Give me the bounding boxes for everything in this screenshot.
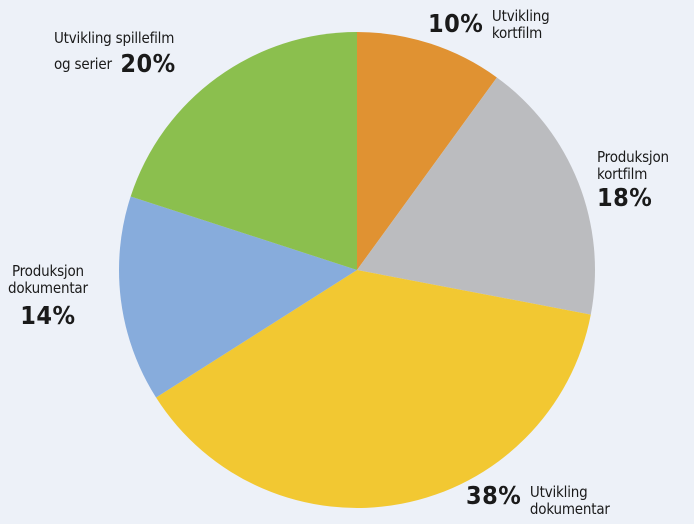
slice-label-line: Utvikling (529, 483, 588, 501)
slice-label-line: kortfilm (597, 165, 648, 184)
slice-value-label: 38% (466, 481, 522, 510)
slice-label-line: og serier (54, 55, 112, 74)
slice-label-line: Produksjon (597, 148, 669, 166)
slice-label-utvikling-dokumentar: 38% Utvikling dokumentar (466, 481, 610, 519)
slice-label-line: Produksjon (11, 262, 84, 280)
slice-label-line: dokumentar (8, 279, 88, 298)
slice-value-label: 10% (428, 9, 484, 38)
pie-slice-1 (357, 77, 595, 315)
pie-slice-3 (118, 196, 357, 398)
slice-value-label: 14% (20, 300, 76, 330)
slice-label-line: Utvikling (491, 7, 550, 25)
slice-label-produksjon-dokumentar: Produksjon dokumentar 14% (8, 262, 88, 330)
slice-label-line: Utvikling spillefilm (54, 29, 175, 47)
slice-label-utvikling-spillefilm: Utvikling spillefilm og serier 20% (54, 29, 176, 79)
slice-label-produksjon-kortfilm: Produksjon kortfilm 18% (597, 148, 669, 212)
slice-value-label: 18% (597, 182, 653, 212)
pie-slice-4 (130, 32, 357, 270)
pie-slice-0 (357, 32, 497, 270)
slice-value-label: 20% (120, 49, 176, 79)
slice-label-line: dokumentar (529, 500, 610, 519)
pie-slice-2 (156, 270, 591, 508)
slice-label-utvikling-kortfilm: 10% Utvikling kortfilm (428, 7, 550, 43)
slice-label-line: kortfilm (491, 24, 543, 43)
